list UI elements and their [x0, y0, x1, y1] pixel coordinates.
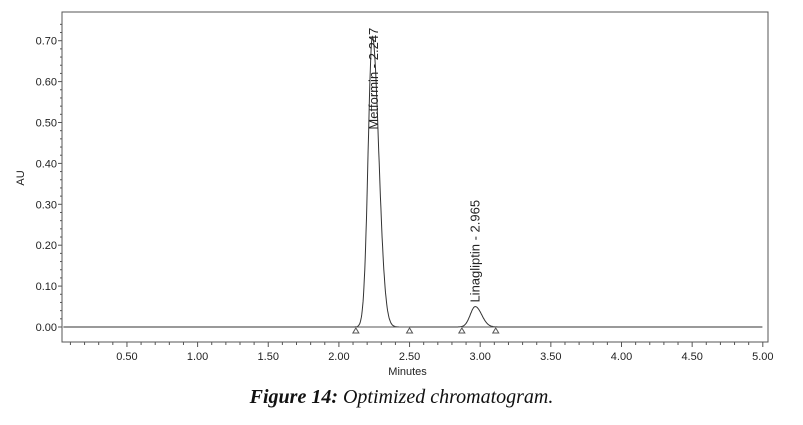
x-tick-label: 4.50 — [681, 351, 702, 363]
y-axis-label: AU — [15, 170, 27, 185]
caption-label: Figure 14: — [249, 386, 338, 408]
x-tick-label: 1.00 — [187, 351, 208, 363]
y-tick-label: 0.10 — [36, 281, 57, 293]
y-tick-label: 0.30 — [36, 199, 57, 211]
x-tick-label: 3.50 — [540, 351, 561, 363]
peak-label: Linagliptin - 2.965 — [467, 200, 482, 303]
baseline-marker-icon — [491, 327, 500, 334]
figure-caption: Figure 14: Optimized chromatogram. — [0, 386, 803, 409]
baseline-marker-icon — [351, 327, 360, 334]
chromatogram-chart: 0.00 0.10 0.20 0.30 0.40 0.50 0.60 0.70 0.50 1.00… — [15, 11, 774, 378]
caption-text: Optimized chromatogram. — [337, 386, 554, 408]
x-tick-label: 5.00 — [752, 351, 773, 363]
y-tick-label: 0.50 — [36, 118, 57, 130]
y-tick-label: 0.70 — [36, 36, 57, 48]
chromatogram-trace — [63, 35, 763, 328]
y-tick-label: 0.60 — [36, 77, 57, 89]
x-tick-label: 2.00 — [328, 351, 349, 363]
y-tick-label: 0.40 — [36, 158, 57, 170]
x-tick-label: 2.50 — [399, 351, 420, 363]
baseline-marker-icon — [405, 327, 414, 334]
plot-frame — [61, 11, 769, 343]
x-tick-label: 0.50 — [116, 351, 137, 363]
x-axis-label: Minutes — [388, 366, 427, 378]
x-tick-label: 4.00 — [611, 351, 632, 363]
y-tick-label: 0.00 — [36, 322, 57, 334]
y-tick-label: 0.20 — [36, 240, 57, 252]
x-tick-label: 3.00 — [469, 351, 490, 363]
baseline-marker-icon — [457, 327, 466, 334]
x-tick-label: 1.50 — [258, 351, 279, 363]
peak-label: Metformin - 2.247 — [366, 28, 381, 130]
